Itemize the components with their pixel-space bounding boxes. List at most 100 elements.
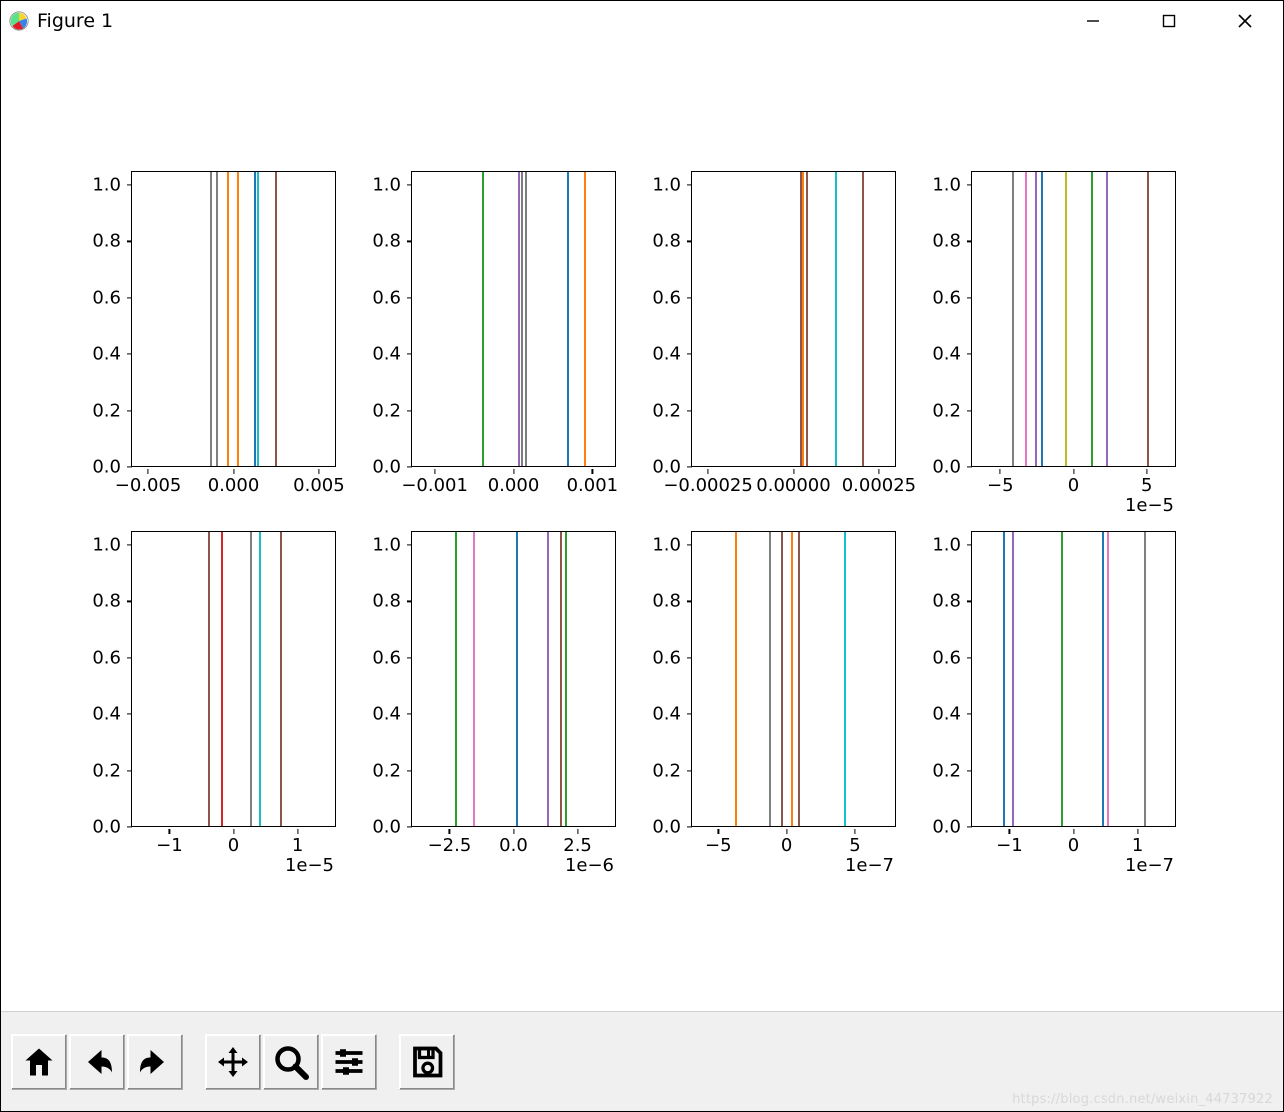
ytick-label: 0.4 xyxy=(372,704,401,725)
ytick-label: 0.0 xyxy=(372,817,401,838)
xtick-label: 0.000 xyxy=(488,475,540,496)
subplot-0-0: 0.00.20.40.60.81.0−0.0050.0000.005 xyxy=(81,161,361,521)
ytick-label: 0.0 xyxy=(932,457,961,478)
chart-vline xyxy=(250,532,252,826)
xtick-label: −1 xyxy=(156,835,183,856)
xtick-label: 0.000 xyxy=(208,475,260,496)
xtick-label: 0 xyxy=(781,835,792,856)
chart-vline xyxy=(525,172,527,466)
chart-vline xyxy=(567,172,569,466)
chart-vline xyxy=(791,532,793,826)
ytick-label: 0.2 xyxy=(372,400,401,421)
subplot-grid: 0.00.20.40.60.81.0−0.0050.0000.0050.00.2… xyxy=(81,161,1201,881)
watermark-text: https://blog.csdn.net/weixin_44737922 xyxy=(1012,1092,1273,1107)
chart-vline xyxy=(1003,532,1005,826)
ytick-label: 0.0 xyxy=(652,817,681,838)
chart-vline xyxy=(565,532,567,826)
chart-vline xyxy=(275,172,277,466)
xtick-label: 1 xyxy=(1132,835,1143,856)
xtick-label: 0.001 xyxy=(567,475,619,496)
chart-vline xyxy=(802,172,804,466)
ytick-label: 0.4 xyxy=(92,704,121,725)
subplot-0-3: 0.00.20.40.60.81.0−5051e−5 xyxy=(921,161,1201,521)
chart-vline xyxy=(455,532,457,826)
toolbar-save-button[interactable] xyxy=(399,1034,455,1090)
axis-offset-text: 1e−7 xyxy=(691,855,896,876)
chart-vline xyxy=(521,172,523,466)
xtick-label: 5 xyxy=(1141,475,1152,496)
xtick-label: −5 xyxy=(987,475,1014,496)
axis-offset-text: 1e−5 xyxy=(971,495,1176,516)
matplotlib-app-icon xyxy=(9,11,29,31)
ytick-label: 1.0 xyxy=(92,535,121,556)
maximize-button[interactable] xyxy=(1131,1,1207,41)
ytick-label: 0.6 xyxy=(652,647,681,668)
window-title: Figure 1 xyxy=(37,10,113,32)
chart-vline xyxy=(1035,172,1037,466)
chart-vline xyxy=(237,172,239,466)
chart-vline xyxy=(227,172,229,466)
toolbar-configure-button[interactable] xyxy=(321,1034,377,1090)
toolbar-forward-button[interactable] xyxy=(127,1034,183,1090)
ytick-label: 0.8 xyxy=(932,591,961,612)
xtick-label: 0.0 xyxy=(499,835,528,856)
xtick-label: −5 xyxy=(705,835,732,856)
minimize-button[interactable] xyxy=(1055,1,1131,41)
chart-vline xyxy=(769,532,771,826)
ytick-label: 0.8 xyxy=(652,591,681,612)
ytick-label: 0.8 xyxy=(92,231,121,252)
xtick-label: 0 xyxy=(1068,475,1079,496)
chart-vline xyxy=(1061,532,1063,826)
ytick-label: 0.8 xyxy=(372,591,401,612)
ytick-label: 0.6 xyxy=(92,647,121,668)
ytick-label: 0.4 xyxy=(932,704,961,725)
toolbar-pan-button[interactable] xyxy=(205,1034,261,1090)
chart-vline xyxy=(1041,172,1043,466)
matplotlib-toolbar: https://blog.csdn.net/weixin_44737922 xyxy=(1,1011,1283,1111)
ytick-label: 1.0 xyxy=(652,175,681,196)
chart-vline xyxy=(1107,532,1109,826)
chart-vline xyxy=(257,172,259,466)
chart-vline xyxy=(221,532,223,826)
chart-vline xyxy=(254,172,256,466)
xtick-label: −0.005 xyxy=(115,475,182,496)
ytick-label: 0.4 xyxy=(652,344,681,365)
ytick-label: 1.0 xyxy=(932,535,961,556)
chart-vline xyxy=(844,532,846,826)
chart-vline xyxy=(1147,172,1149,466)
ytick-label: 0.6 xyxy=(372,647,401,668)
chart-vline xyxy=(806,172,808,466)
xtick-label: −0.00025 xyxy=(663,475,753,496)
chart-vline xyxy=(1025,172,1027,466)
chart-vline xyxy=(1106,172,1108,466)
chart-vline xyxy=(1012,172,1014,466)
xtick-label: 0 xyxy=(1068,835,1079,856)
xtick-label: 0 xyxy=(228,835,239,856)
ytick-label: 0.0 xyxy=(932,817,961,838)
xtick-label: 2.5 xyxy=(563,835,592,856)
chart-vline xyxy=(516,532,518,826)
close-button[interactable] xyxy=(1207,1,1283,41)
chart-vline xyxy=(560,532,562,826)
ytick-label: 0.2 xyxy=(92,760,121,781)
window-titlebar: Figure 1 xyxy=(1,1,1283,41)
chart-vline xyxy=(210,172,212,466)
subplot-1-0: 0.00.20.40.60.81.0−1011e−5 xyxy=(81,521,361,881)
subplot-1-3: 0.00.20.40.60.81.0−1011e−7 xyxy=(921,521,1201,881)
ytick-label: 0.6 xyxy=(932,287,961,308)
xtick-label: −2.5 xyxy=(428,835,472,856)
chart-vline xyxy=(1144,532,1146,826)
toolbar-back-button[interactable] xyxy=(69,1034,125,1090)
xtick-label: 5 xyxy=(849,835,860,856)
ytick-label: 0.6 xyxy=(92,287,121,308)
chart-vline xyxy=(518,172,520,466)
chart-vline xyxy=(216,172,218,466)
ytick-label: 0.2 xyxy=(932,760,961,781)
toolbar-zoom-button[interactable] xyxy=(263,1034,319,1090)
ytick-label: 0.4 xyxy=(932,344,961,365)
chart-vline xyxy=(1012,532,1014,826)
toolbar-home-button[interactable] xyxy=(11,1034,67,1090)
ytick-label: 1.0 xyxy=(932,175,961,196)
ytick-label: 1.0 xyxy=(652,535,681,556)
ytick-label: 0.4 xyxy=(92,344,121,365)
